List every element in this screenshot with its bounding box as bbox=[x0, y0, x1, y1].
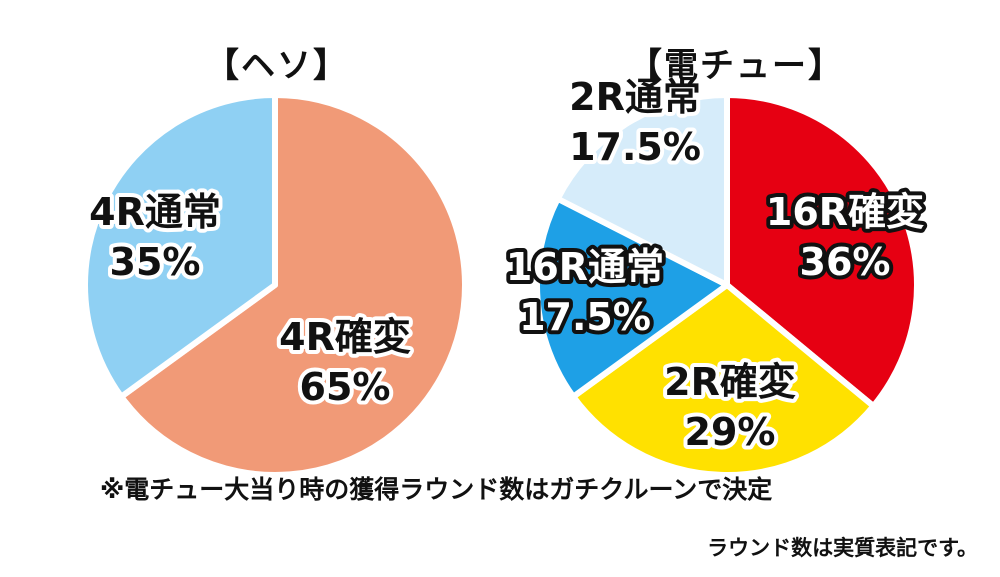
slice-label: 2R確変 bbox=[664, 360, 796, 404]
pie-slice bbox=[118, 92, 468, 478]
slice-labels: 4R確変 65% 4R通常 35% 16R確変 36% 2R確変 29% 16R通常 17.5% 2… bbox=[85, 71, 928, 458]
slice-value-label: 36% bbox=[800, 240, 891, 284]
denchu-title: 【電チュー】 bbox=[628, 46, 844, 86]
denchu-pie bbox=[534, 92, 920, 478]
slice-value-label: 35% bbox=[110, 240, 201, 284]
slice-label: 16R通常 bbox=[506, 245, 664, 289]
pie-slice bbox=[534, 195, 730, 400]
slice-label: 4R通常 bbox=[89, 190, 221, 234]
slice-value-label: 65% bbox=[300, 365, 391, 409]
pie-slice bbox=[724, 92, 920, 410]
pie-slice bbox=[570, 282, 877, 478]
pie-slice bbox=[82, 92, 278, 400]
slice-label: 16R確変 bbox=[766, 190, 924, 234]
heso-title: 【ヘソ】 bbox=[205, 46, 349, 86]
slice-value-label: 17.5% bbox=[519, 295, 651, 339]
slice-label: 4R確変 bbox=[279, 315, 411, 359]
heso-pie bbox=[82, 92, 468, 478]
slice-value-label: 17.5% bbox=[569, 125, 701, 169]
slice-label: 2R通常 bbox=[569, 75, 701, 119]
round-footnote: ラウンド数は実質表記です。 bbox=[707, 536, 978, 560]
pie-slice bbox=[554, 92, 730, 288]
round-note: ※電チュー大当り時の獲得ラウンド数はガチクルーンで決定 bbox=[100, 475, 773, 504]
slice-value-label: 29% bbox=[685, 410, 776, 454]
